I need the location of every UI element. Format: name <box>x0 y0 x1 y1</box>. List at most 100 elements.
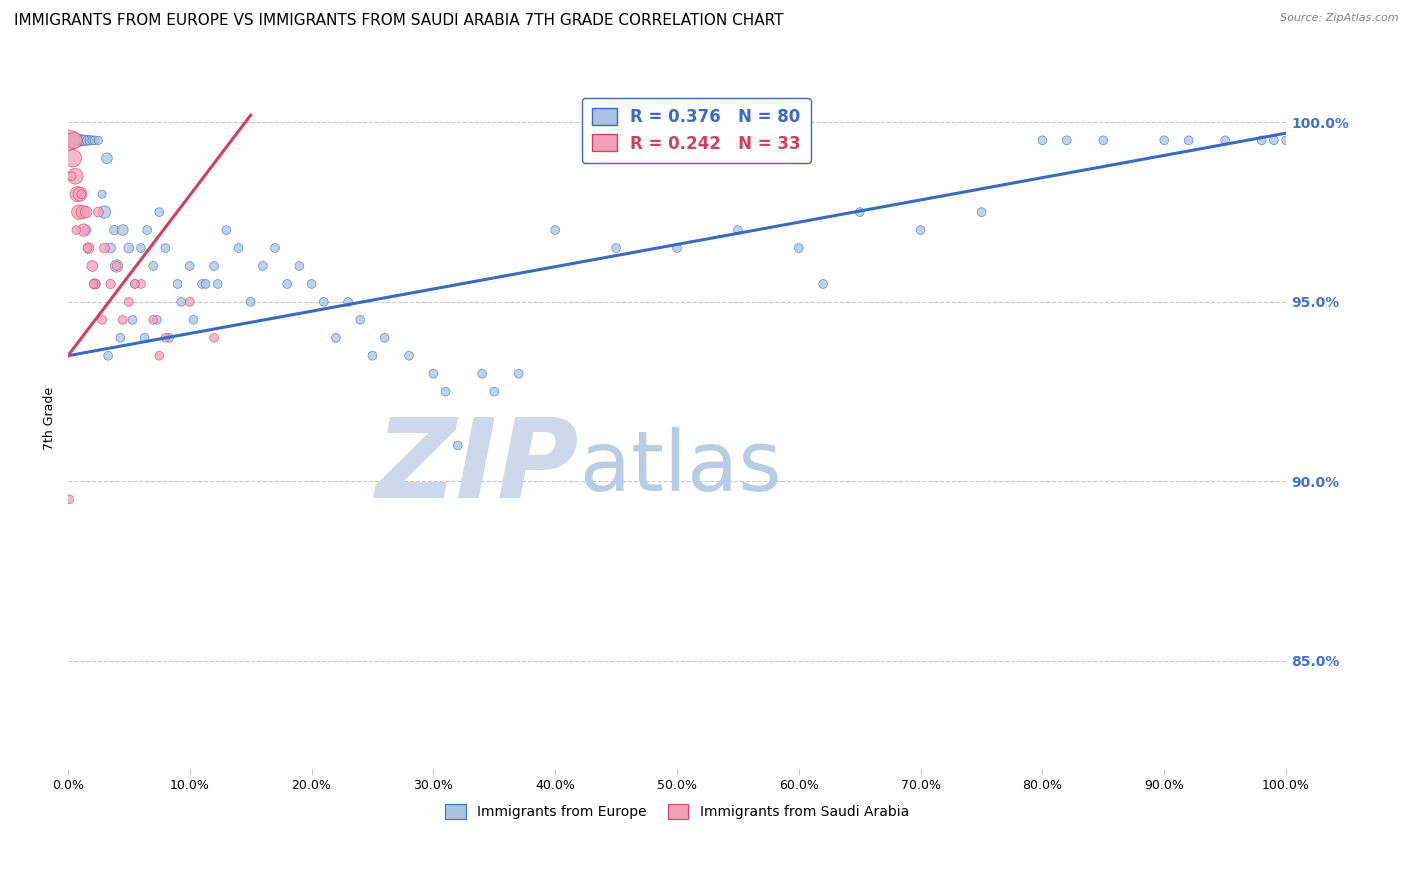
Point <box>83 277 105 291</box>
Point <box>134 331 156 345</box>
Point <box>83 133 105 147</box>
Point <box>228 241 250 255</box>
Point <box>66 187 89 202</box>
Point <box>202 331 225 345</box>
Point <box>422 367 444 381</box>
Point <box>544 223 567 237</box>
Point <box>72 205 94 219</box>
Point <box>434 384 457 399</box>
Point <box>148 205 170 219</box>
Point <box>75 223 97 237</box>
Point <box>1263 133 1285 147</box>
Point <box>84 277 107 291</box>
Point <box>118 294 141 309</box>
Point <box>471 367 494 381</box>
Y-axis label: 7th Grade: 7th Grade <box>44 387 56 450</box>
Point <box>142 259 165 273</box>
Point <box>65 133 87 147</box>
Point <box>66 133 89 147</box>
Point <box>848 205 870 219</box>
Point <box>129 241 152 255</box>
Point <box>157 331 180 345</box>
Point <box>170 294 193 309</box>
Point <box>811 277 834 291</box>
Point <box>124 277 146 291</box>
Point <box>264 241 287 255</box>
Point <box>215 223 238 237</box>
Point <box>103 223 125 237</box>
Point <box>93 205 115 219</box>
Point <box>83 277 105 291</box>
Point <box>1153 133 1175 147</box>
Point <box>76 241 98 255</box>
Point <box>69 187 91 202</box>
Point <box>62 151 84 165</box>
Point <box>148 349 170 363</box>
Text: atlas: atlas <box>579 427 782 508</box>
Point <box>194 277 217 291</box>
Point <box>82 259 104 273</box>
Point <box>58 492 80 507</box>
Point <box>111 223 134 237</box>
Point <box>361 349 384 363</box>
Point <box>666 241 689 255</box>
Point <box>69 133 91 147</box>
Point <box>59 133 82 147</box>
Point <box>508 367 530 381</box>
Point <box>727 223 749 237</box>
Point <box>398 349 420 363</box>
Point <box>79 133 101 147</box>
Point <box>75 205 97 219</box>
Point <box>276 277 298 291</box>
Point <box>239 294 262 309</box>
Point <box>191 277 214 291</box>
Point <box>73 223 96 237</box>
Point <box>349 313 371 327</box>
Point <box>105 259 128 273</box>
Point <box>73 133 96 147</box>
Point <box>87 205 110 219</box>
Point <box>179 294 201 309</box>
Point <box>1056 133 1078 147</box>
Point <box>77 241 100 255</box>
Point <box>111 313 134 327</box>
Point <box>1177 133 1199 147</box>
Point <box>155 241 177 255</box>
Point <box>207 277 229 291</box>
Point <box>155 331 177 345</box>
Point <box>202 259 225 273</box>
Point <box>374 331 396 345</box>
Point <box>787 241 810 255</box>
Point <box>605 241 627 255</box>
Point <box>91 187 114 202</box>
Point <box>100 277 122 291</box>
Point <box>179 259 201 273</box>
Point <box>124 277 146 291</box>
Point <box>183 313 205 327</box>
Point <box>105 259 128 273</box>
Point <box>312 294 335 309</box>
Point <box>1092 133 1115 147</box>
Point <box>60 169 83 184</box>
Point <box>62 133 84 147</box>
Point <box>93 241 115 255</box>
Point <box>301 277 323 291</box>
Point <box>118 241 141 255</box>
Point <box>82 133 104 147</box>
Point <box>96 151 118 165</box>
Point <box>121 313 143 327</box>
Point <box>484 384 506 399</box>
Point <box>166 277 188 291</box>
Point <box>110 331 132 345</box>
Point <box>1213 133 1236 147</box>
Point <box>288 259 311 273</box>
Point <box>65 169 87 184</box>
Point <box>100 241 122 255</box>
Point <box>70 187 93 202</box>
Point <box>136 223 159 237</box>
Point <box>146 313 169 327</box>
Point <box>129 277 152 291</box>
Point <box>252 259 274 273</box>
Text: ZIP: ZIP <box>375 414 579 521</box>
Point <box>72 133 94 147</box>
